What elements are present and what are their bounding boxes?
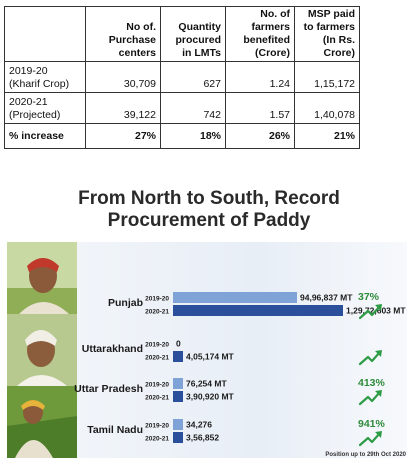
- bar: [173, 391, 183, 402]
- farmer-photo-turban-red: [7, 242, 77, 314]
- category-label: Punjab: [108, 297, 143, 309]
- growth-percent: 413%: [358, 377, 386, 389]
- category-label: Uttar Pradesh: [74, 383, 143, 395]
- data-label: 76,254 MT: [186, 379, 227, 389]
- category-label: Tamil Nadu: [87, 424, 143, 436]
- data-label: 0: [176, 339, 181, 349]
- table-cell: 2019-20 (Kharif Crop): [4, 61, 86, 93]
- headline-line-2: Procurement of Paddy: [107, 210, 311, 231]
- procurement-table: No of. Purchase centers Quantity procure…: [4, 6, 360, 149]
- data-label: 34,276: [186, 420, 212, 430]
- bar: [173, 351, 183, 362]
- series-year-label: 2019-20: [145, 423, 169, 430]
- table-header-cell: [4, 6, 86, 62]
- bar: [173, 432, 183, 443]
- trend-up-arrowhead-icon: [375, 304, 382, 311]
- data-label: 4,05,174 MT: [186, 352, 235, 362]
- chart-panel: [77, 242, 407, 458]
- table-row: 2019-20 (Kharif Crop) 30,709 627 1.24 1,…: [4, 61, 360, 93]
- table-row: % increase 27% 18% 26% 21%: [4, 123, 360, 149]
- table-cell: 2020-21 (Projected): [4, 92, 86, 124]
- series-year-label: 2020-21: [145, 355, 169, 362]
- trend-up-arrow-icon: [358, 350, 382, 366]
- farmer-photos: [7, 242, 77, 458]
- series-year-label: 2019-20: [145, 342, 169, 349]
- farmer-photo-field: [7, 386, 77, 458]
- table-cell: 18%: [160, 123, 226, 149]
- table-cell: 1,15,172: [294, 61, 360, 93]
- series-year-label: 2019-20: [145, 296, 169, 303]
- position-note: Position up to 29th Oct 2020: [325, 452, 406, 458]
- table-cell: 1.57: [225, 92, 295, 124]
- bar: [173, 305, 343, 316]
- table-header-cell: MSP paid to farmers (In Rs. Crore): [294, 6, 360, 62]
- table-cell: 39,122: [85, 92, 161, 124]
- data-label: 3,56,852: [186, 433, 219, 443]
- farmer-photo-turban-white: [7, 314, 77, 386]
- trend-up-arrow-icon: [358, 304, 382, 320]
- bar: [173, 419, 183, 430]
- series-year-label: 2020-21: [145, 436, 169, 443]
- trend-up-arrow-icon: [358, 431, 382, 447]
- trend-up-arrowhead-icon: [375, 390, 382, 397]
- table-cell: 26%: [225, 123, 295, 149]
- category-label: Uttarakhand: [82, 343, 143, 355]
- bar: [173, 292, 297, 303]
- series-year-label: 2020-21: [145, 395, 169, 402]
- growth-percent: 941%: [358, 418, 386, 430]
- table-cell: % increase: [4, 123, 86, 149]
- headline-line-1: From North to South, Record: [78, 188, 340, 209]
- table-header-cell: Quantity procured in LMTs: [160, 6, 226, 62]
- series-year-label: 2020-21: [145, 309, 169, 316]
- table-cell: 742: [160, 92, 226, 124]
- trend-up-arrowhead-icon: [375, 431, 382, 438]
- table-cell: 21%: [294, 123, 360, 149]
- series-year-label: 2019-20: [145, 382, 169, 389]
- bar: [173, 378, 183, 389]
- data-label: 3,90,920 MT: [186, 392, 235, 402]
- growth-percent: 37%: [358, 291, 380, 303]
- data-label: 94,96,837 MT: [300, 293, 353, 303]
- table-cell: 27%: [85, 123, 161, 149]
- trend-up-arrow-icon: [358, 390, 382, 406]
- table-header-cell: No. of farmers benefited (Crore): [225, 6, 295, 62]
- trend-up-arrowhead-icon: [375, 350, 382, 357]
